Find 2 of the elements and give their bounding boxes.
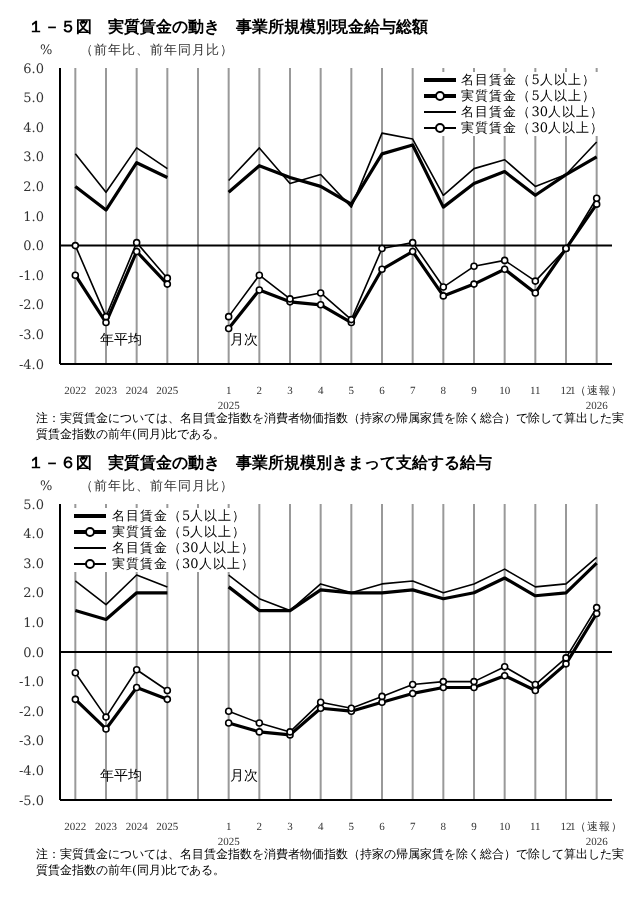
chart-title: １－６図 実質賃金の動き 事業所規模別きまって支給する給与	[28, 452, 494, 472]
chart-title: １－５図 実質賃金の動き 事業所規模別現金給与総額	[28, 16, 430, 36]
